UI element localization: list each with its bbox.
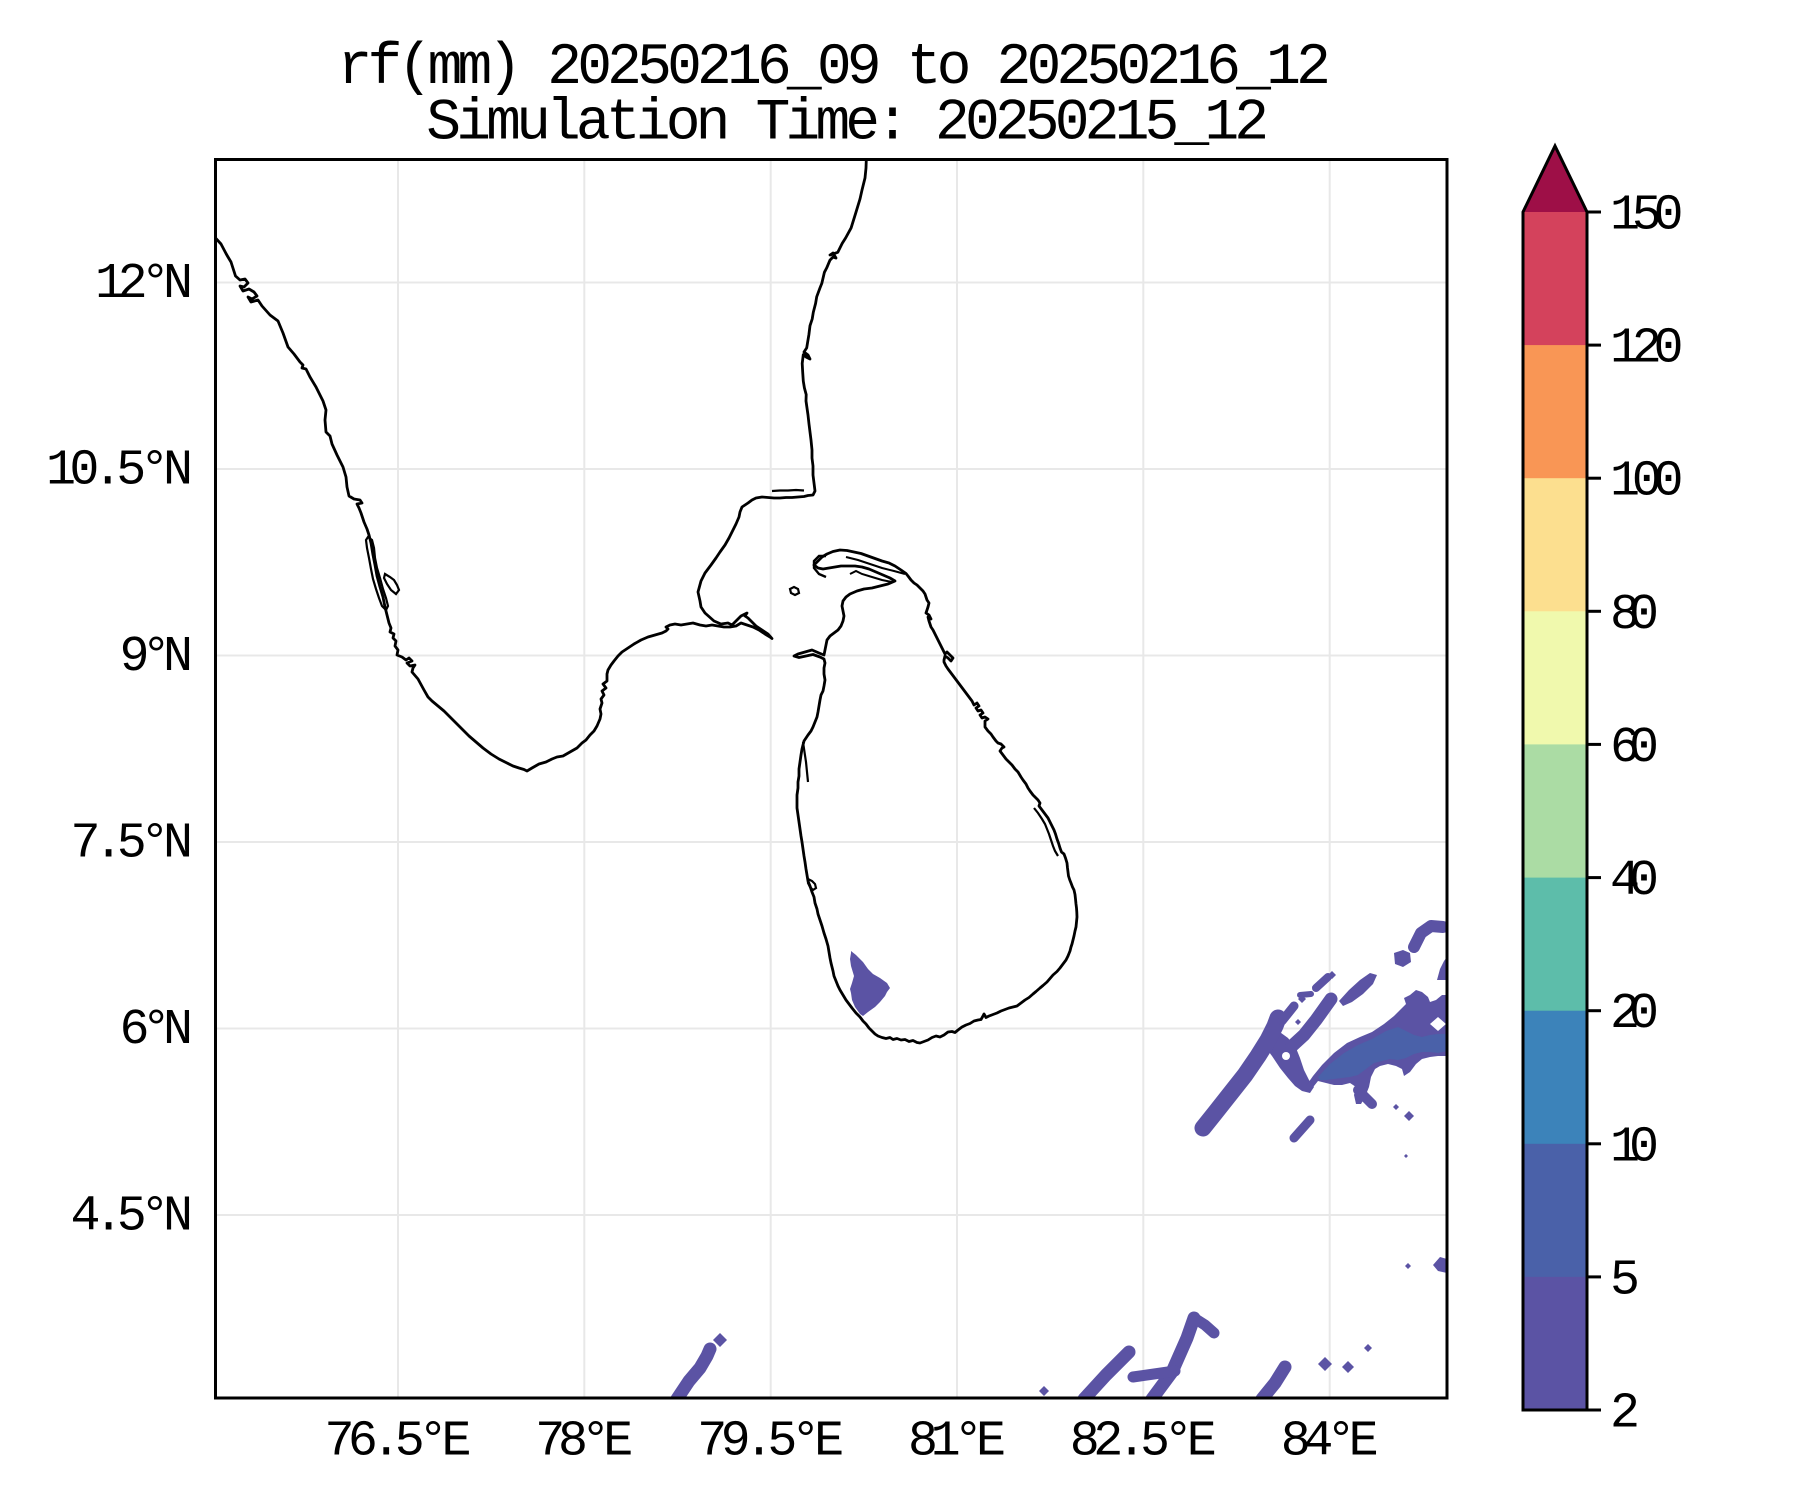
- svg-text:120: 120: [1610, 321, 1684, 378]
- svg-text:10.5°N: 10.5°N: [46, 443, 193, 500]
- svg-text:81°E: 81°E: [908, 1414, 1006, 1471]
- svg-text:9°N: 9°N: [120, 629, 194, 686]
- svg-text:79.5°E: 79.5°E: [697, 1414, 844, 1471]
- svg-text:20: 20: [1610, 986, 1659, 1043]
- svg-text:60: 60: [1610, 720, 1659, 777]
- svg-text:6°N: 6°N: [120, 1002, 194, 1059]
- svg-text:78°E: 78°E: [535, 1414, 633, 1471]
- svg-text:4.5°N: 4.5°N: [71, 1189, 194, 1246]
- svg-text:10: 10: [1610, 1119, 1659, 1176]
- svg-text:76.5°E: 76.5°E: [325, 1414, 472, 1471]
- svg-text:84°E: 84°E: [1281, 1414, 1379, 1471]
- svg-text:150: 150: [1610, 188, 1684, 245]
- svg-text:2: 2: [1610, 1386, 1640, 1443]
- svg-text:80: 80: [1610, 587, 1659, 644]
- svg-text:100: 100: [1610, 454, 1684, 511]
- svg-text:40: 40: [1610, 853, 1659, 910]
- svg-text:Simulation Time: 20250215_12: Simulation Time: 20250215_12: [426, 92, 1269, 157]
- svg-text:7.5°N: 7.5°N: [71, 816, 194, 873]
- svg-text:rf(mm) 20250216_09 to 20250216: rf(mm) 20250216_09 to 20250216_12: [338, 36, 1331, 101]
- svg-text:5: 5: [1610, 1252, 1640, 1309]
- svg-text:12°N: 12°N: [95, 256, 193, 313]
- svg-text:82.5°E: 82.5°E: [1070, 1414, 1217, 1471]
